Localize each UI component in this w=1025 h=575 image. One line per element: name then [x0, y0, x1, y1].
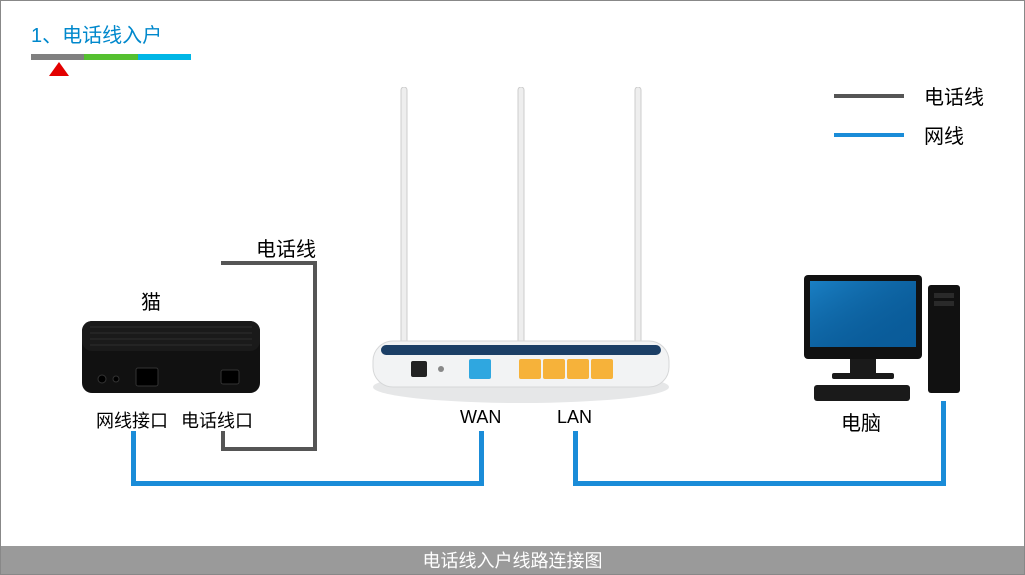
- title-block: 1、电话线入户: [31, 19, 191, 76]
- title-seg-1: [31, 54, 84, 60]
- wire-phone-h-bot: [221, 447, 317, 451]
- legend-label-ethernet: 网线: [924, 120, 964, 149]
- modem-port-net-label: 网线接口: [96, 407, 168, 433]
- router-lan-label: LAN: [557, 407, 592, 428]
- title-seg-3: [138, 54, 191, 60]
- legend: 电话线 网线: [834, 81, 984, 159]
- caption-bar: 电话线入户线路连接图: [1, 546, 1024, 574]
- title-seg-2: [84, 54, 137, 60]
- caption-text: 电话线入户线路连接图: [423, 547, 603, 573]
- legend-ethernet: 网线: [834, 120, 984, 149]
- router-wan-label: WAN: [460, 407, 501, 428]
- wire-wan-v1: [131, 431, 136, 486]
- legend-phone-line: 电话线: [834, 81, 984, 110]
- router-device: [371, 87, 671, 407]
- wire-phone-h-top: [221, 261, 317, 265]
- legend-line-grey: [834, 94, 904, 98]
- wire-phone-to-modem: [221, 431, 225, 451]
- title-text: 1、电话线入户: [31, 19, 191, 48]
- wire-wan-h: [131, 481, 481, 486]
- wire-lan-v2: [941, 401, 946, 486]
- phone-line-label: 电话线: [256, 233, 316, 262]
- pc-device: [796, 271, 966, 411]
- wire-phone-v: [313, 261, 317, 451]
- legend-line-blue: [834, 133, 904, 137]
- diagram-frame: 1、电话线入户 电话线 网线 猫 网线接口 电话线口 电话: [0, 0, 1025, 575]
- pc-label: 电脑: [841, 407, 881, 436]
- modem-label: 猫: [141, 286, 161, 315]
- pointer-icon: [49, 62, 69, 76]
- title-bar: [31, 54, 191, 60]
- wire-lan-h: [573, 481, 943, 486]
- wire-wan-v2: [479, 431, 484, 486]
- wire-lan-v1: [573, 431, 578, 486]
- modem-port-phone-label: 电话线口: [181, 407, 253, 433]
- legend-label-phone: 电话线: [924, 81, 984, 110]
- modem-device: [76, 313, 266, 403]
